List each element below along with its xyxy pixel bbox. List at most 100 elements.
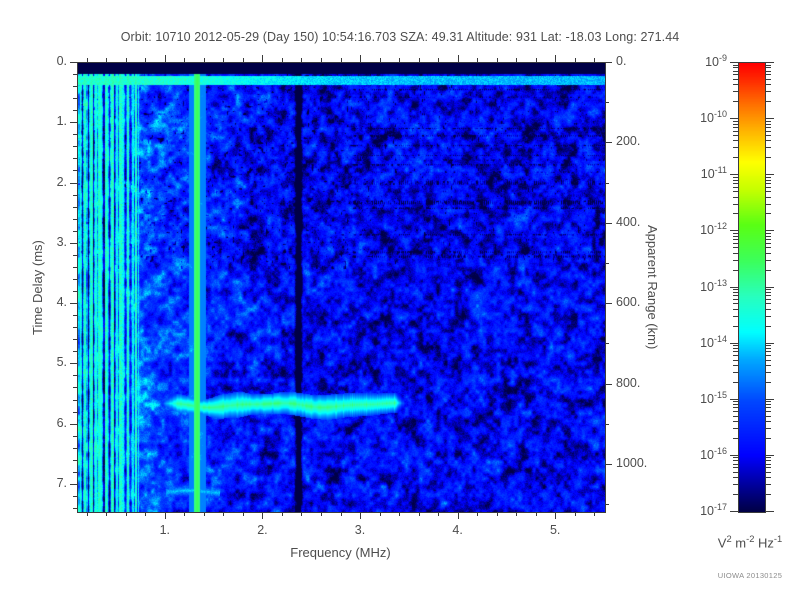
axis-tick [399,512,400,516]
axis-tick [766,360,771,361]
axis-tick [321,58,322,62]
axis-tick [766,372,771,373]
axis-tick [766,230,774,231]
axis-tick [73,448,77,449]
axis-tick [399,58,400,62]
axis-tick [360,512,361,519]
y-axis-left-tick-label: 4. [56,295,67,310]
axis-tick [766,303,771,304]
axis-tick [733,135,738,136]
header-metadata: Orbit: 10710 2012-05-29 (Day 150) 10:54:… [0,30,800,44]
colorbar-tick-label: 10-10 [700,109,727,126]
axis-tick [733,464,738,465]
axis-tick [605,424,609,425]
axis-tick [282,512,283,516]
x-axis-tick-label: 4. [452,523,463,537]
axis-tick [766,260,771,261]
axis-tick [766,407,771,408]
axis-tick [73,231,77,232]
axis-tick [458,512,459,519]
axis-tick [766,118,774,119]
axis-tick [73,134,77,135]
axis-tick [73,291,77,292]
axis-tick [73,98,77,99]
colorbar-unit-label: V2 m-2 Hz-1 [717,534,783,551]
axis-tick [730,399,738,400]
axis-tick [70,122,77,123]
axis-tick [766,135,771,136]
axis-tick [766,177,771,178]
axis-tick [766,270,771,271]
axis-tick [766,348,771,349]
axis-tick [766,309,771,310]
axis-tick [262,512,263,519]
y-axis-right-tick-label: 800. [616,375,641,390]
axis-tick [766,345,771,346]
axis-tick [733,355,738,356]
axis-tick [204,512,205,516]
axis-tick [145,58,146,62]
axis-tick [733,247,738,248]
axis-tick [223,512,224,516]
y-axis-right-tick-label: 1000. [616,455,648,470]
axis-tick [733,372,738,373]
axis-tick [766,316,771,317]
axis-tick [733,127,738,128]
axis-tick [733,460,738,461]
ionogram-plot-area [77,62,606,513]
x-axis-tick-label: 3. [354,523,366,537]
axis-tick [733,74,738,75]
axis-tick [605,303,612,304]
axis-tick [605,102,609,103]
axis-tick [766,84,771,85]
axis-tick [165,512,166,519]
axis-tick [605,62,612,63]
axis-tick [594,58,595,62]
axis-tick [733,121,738,122]
x-axis-tick-label: 1. [159,523,171,537]
axis-tick [766,124,771,125]
axis-tick [766,79,771,80]
y-axis-left-tick-label: 2. [56,174,67,189]
axis-tick [73,351,77,352]
axis-tick [733,253,738,254]
axis-tick [497,58,498,62]
axis-tick [733,416,738,417]
colorbar-tick-label: 10-15 [700,389,727,406]
colorbar-tick-label: 10-12 [700,221,727,238]
colorbar-tick-label: 10-13 [700,277,727,294]
axis-tick [73,472,77,473]
axis-tick [458,55,459,62]
y-axis-left-tick-label: 5. [56,355,67,370]
axis-tick [73,207,77,208]
axis-tick [73,86,77,87]
axis-tick [70,363,77,364]
axis-tick [730,230,738,231]
axis-tick [594,512,595,516]
axis-tick [733,484,738,485]
colorbar-tick-label: 10-11 [700,165,727,182]
axis-tick [555,512,556,519]
axis-tick [766,355,771,356]
axis-tick [730,118,738,119]
y-axis-left-title: Time Delay (ms) [30,239,45,335]
axis-tick [766,494,771,495]
axis-tick [766,127,771,128]
axis-tick [766,292,771,293]
axis-tick [733,157,738,158]
axis-tick [733,67,738,68]
colorbar-tick-label: 10-9 [705,53,727,70]
axis-tick [733,233,738,234]
axis-tick [733,236,738,237]
axis-tick [766,239,771,240]
axis-tick [733,213,738,214]
axis-tick [733,295,738,296]
axis-tick [184,58,185,62]
axis-tick [766,511,774,512]
axis-tick [733,411,738,412]
axis-tick [733,382,738,383]
axis-tick [516,512,517,516]
axis-tick [733,326,738,327]
axis-tick [733,124,738,125]
x-axis-tick-label: 2. [257,523,268,537]
